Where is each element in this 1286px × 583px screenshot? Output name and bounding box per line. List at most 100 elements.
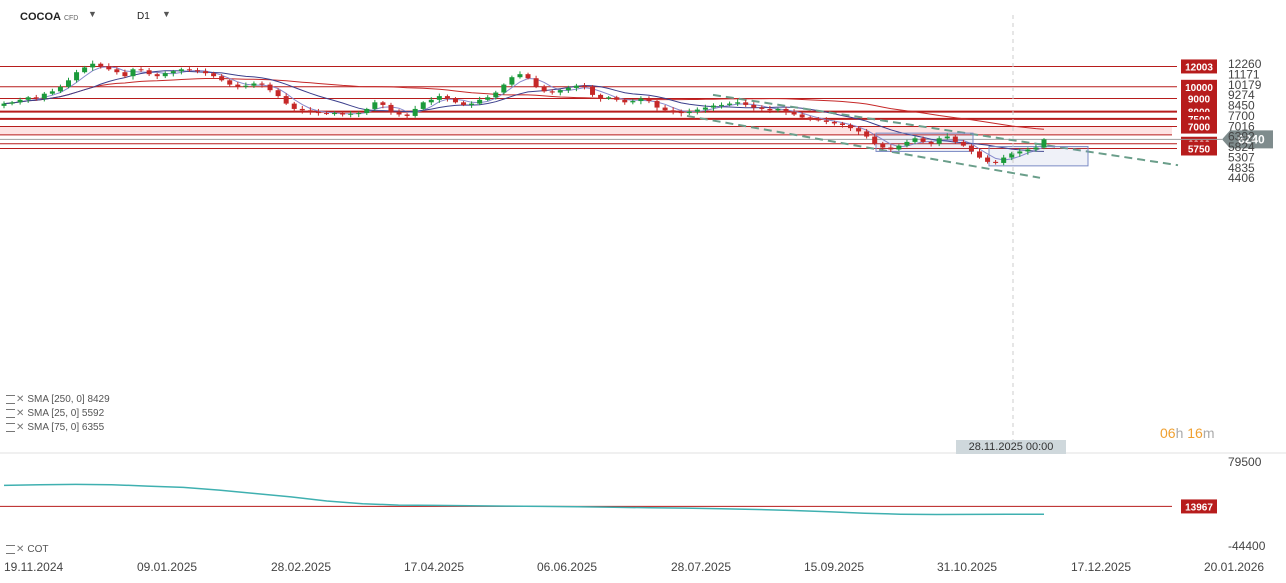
level-label-bg [1181,79,1217,94]
candle-body [356,113,362,115]
candle-body [848,124,854,129]
candle-body [469,103,475,105]
candle-body [823,120,829,122]
candle-body [33,97,39,99]
breakout-box [988,146,1089,167]
candle-body [74,72,80,81]
candle-body [1033,147,1039,150]
candle-body [735,102,741,104]
countdown-h-unit: h [1175,425,1184,441]
settings-icon[interactable] [6,544,15,554]
candle-body [372,102,378,109]
symbol-dropdown-icon[interactable]: ▼ [88,9,97,19]
countdown-hours: 06 [1160,425,1176,441]
candle-body [670,110,676,112]
sma-250-line [3,78,1045,130]
x-tick-label: 28.02.2025 [271,560,331,574]
candle-body [678,111,684,114]
current-price-label: 6240 [1238,132,1265,146]
settings-icon[interactable] [6,394,15,404]
candle-countdown: 06h 16m [1160,425,1215,441]
candle-body [122,72,128,77]
level-label-bg [1181,59,1217,74]
indicator-value: 8429 [87,394,110,405]
candle-body [662,107,668,111]
y-tick-label: 5824 [1228,140,1255,154]
cot-level-label-bg [1181,499,1217,514]
close-icon[interactable]: ✕ [16,408,25,419]
candle-body [654,101,660,108]
candle-body [211,73,217,77]
candle-body [872,136,878,144]
candle-body [751,104,757,108]
x-tick-label: 17.12.2025 [1071,560,1131,574]
candle-body [622,99,628,103]
candle-body [880,143,886,148]
channel-upper-line [712,93,1179,167]
candle-body [888,147,894,150]
candle-body [452,98,458,103]
candle-body [332,113,338,115]
y-tick-label: 7016 [1228,119,1255,133]
candle-body [606,97,612,99]
candle-body [856,128,862,132]
candle-body [920,138,926,142]
cot-legend[interactable]: ✕ COT [6,543,49,557]
settings-icon[interactable] [6,408,15,418]
level-label-bg [1181,119,1217,134]
indicator-value: 5592 [81,408,105,419]
indicator-legend: ✕ SMA [250, 0] 8429 ✕ SMA [25, 0] 5592 ✕ SM… [6,393,110,435]
indicator-row[interactable]: ✕ SMA [25, 0] 5592 [6,407,110,421]
candle-body [807,117,813,119]
x-tick-label: 28.07.2025 [671,560,731,574]
candle-body [186,69,192,71]
candle-body [307,110,313,112]
y-tick-label: 4835 [1228,161,1255,175]
candle-body [1009,153,1015,158]
candle-body [565,87,571,91]
indicator-row[interactable]: ✕ SMA [75, 0] 6355 [6,421,110,435]
candle-body [1017,151,1023,154]
x-tick-label: 31.10.2025 [937,560,997,574]
candle-body [299,108,305,111]
x-tick-label: 09.01.2025 [137,560,197,574]
candle-body [525,74,531,79]
candle-body [815,118,821,121]
y-tick-label: 8450 [1228,99,1255,113]
candle-body [25,97,31,100]
candle-body [549,91,555,93]
candle-body [477,99,483,104]
indicator-params: [250, 0] [51,394,85,405]
close-icon[interactable]: ✕ [16,394,25,405]
candle-body [993,161,999,163]
candle-body [533,78,539,87]
candle-body [388,104,394,112]
y-tick-label: 12260 [1228,57,1262,71]
candle-body [896,145,902,150]
candle-body [41,93,47,99]
timeframe-dropdown-icon[interactable]: ▼ [162,9,171,19]
candle-body [839,123,845,125]
timeframe-label[interactable]: D1 [137,11,150,22]
sma-25-line [3,66,1045,161]
candle-body [267,84,273,91]
indicator-row[interactable]: ✕ SMA [250, 0] 8429 [6,393,110,407]
candle-body [203,71,209,74]
candle-body [235,84,241,87]
candle-body [581,85,587,87]
symbol-title[interactable]: COCOA CFD [20,11,78,23]
candle-body [178,69,184,72]
candle-body [952,136,958,142]
settings-icon[interactable] [6,422,15,432]
candle-body [767,108,773,111]
candle-body [799,114,805,118]
candle-body [323,113,329,115]
candle-body [719,104,725,106]
candle-body [960,141,966,146]
channel-lower-line [686,114,1041,179]
candle-body [130,69,136,77]
level-label: 12003 [1185,62,1213,73]
close-icon[interactable]: ✕ [16,422,25,433]
close-icon[interactable]: ✕ [16,544,25,555]
